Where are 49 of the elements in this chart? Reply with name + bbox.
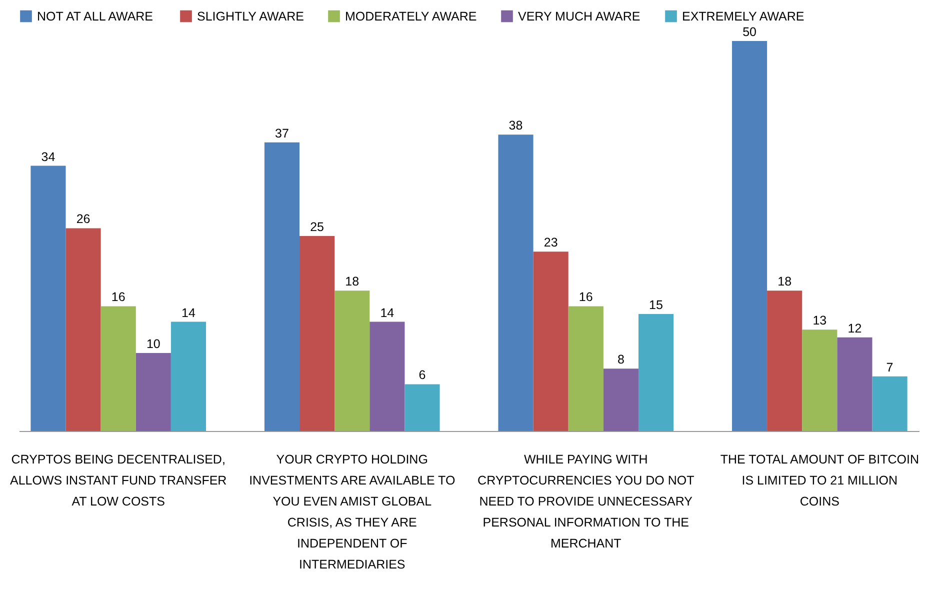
data-label: 25 — [310, 220, 324, 234]
bar — [872, 376, 908, 431]
bar — [498, 134, 534, 431]
data-label: 18 — [778, 274, 792, 289]
bar — [66, 228, 101, 431]
x-tick-label: CRYPTOS BEING DECENTRALISED, ALLOWS INSTANT FUND TRANSFER AT LOW COSTS — [10, 452, 227, 508]
bar — [300, 236, 335, 431]
data-label: 26 — [76, 212, 90, 226]
data-label: 6 — [418, 368, 426, 382]
data-label: 8 — [617, 352, 624, 367]
bar — [568, 306, 604, 431]
data-label: 16 — [578, 290, 593, 304]
data-label: 12 — [848, 321, 862, 336]
bar — [334, 290, 370, 431]
data-label: 14 — [182, 306, 196, 320]
legend-label: NOT AT ALL AWARE — [37, 9, 154, 24]
bar — [370, 322, 405, 431]
bar — [170, 322, 206, 431]
data-label: 34 — [41, 150, 56, 164]
bar — [837, 337, 872, 431]
bar — [404, 384, 440, 431]
data-label: 10 — [146, 337, 160, 351]
data-label: 23 — [544, 236, 558, 250]
legend-label: SLIGHTLY AWARE — [197, 9, 304, 24]
data-label: 7 — [886, 360, 894, 374]
bar — [767, 290, 802, 431]
data-label: 37 — [275, 126, 289, 140]
legend-label: EXTREMELY AWARE — [682, 9, 804, 24]
bar — [533, 252, 568, 431]
data-label: 15 — [649, 298, 664, 312]
data-label: 38 — [508, 118, 523, 133]
bar — [603, 368, 638, 431]
bar — [30, 166, 66, 431]
legend-label: MODERATELY AWARE — [345, 9, 477, 24]
bar — [802, 330, 838, 431]
data-label: 14 — [380, 306, 394, 320]
x-tick-label: THE TOTAL AMOUNT OF BITCOIN IS LIMITED TO 21 MILLION COINS — [720, 452, 919, 508]
data-label: 13 — [812, 314, 827, 328]
bar — [100, 306, 136, 431]
bar — [638, 314, 674, 431]
x-tick-label: WHILE PAYING WITH CRYPTOCURRENCIES YOU DO NOT NEED TO PROVIDE UNNECESSARY PERSONAL INFORMATION TO THE MERCHANT — [478, 452, 695, 550]
data-label: 16 — [111, 290, 126, 304]
legend-label: VERY MUCH AWARE — [518, 9, 640, 24]
bar — [732, 41, 768, 431]
bar — [264, 142, 300, 431]
bar — [136, 353, 171, 431]
data-label: 18 — [345, 274, 360, 289]
x-tick-label: YOUR CRYPTO HOLDING INVESTMENTS ARE AVAILABLE TO YOU EVEN AMIST GLOBAL CRISIS, AS THEY ARE INDEPENDENT OF INTERMEDIARIES — [249, 452, 456, 572]
data-label: 50 — [742, 25, 757, 39]
